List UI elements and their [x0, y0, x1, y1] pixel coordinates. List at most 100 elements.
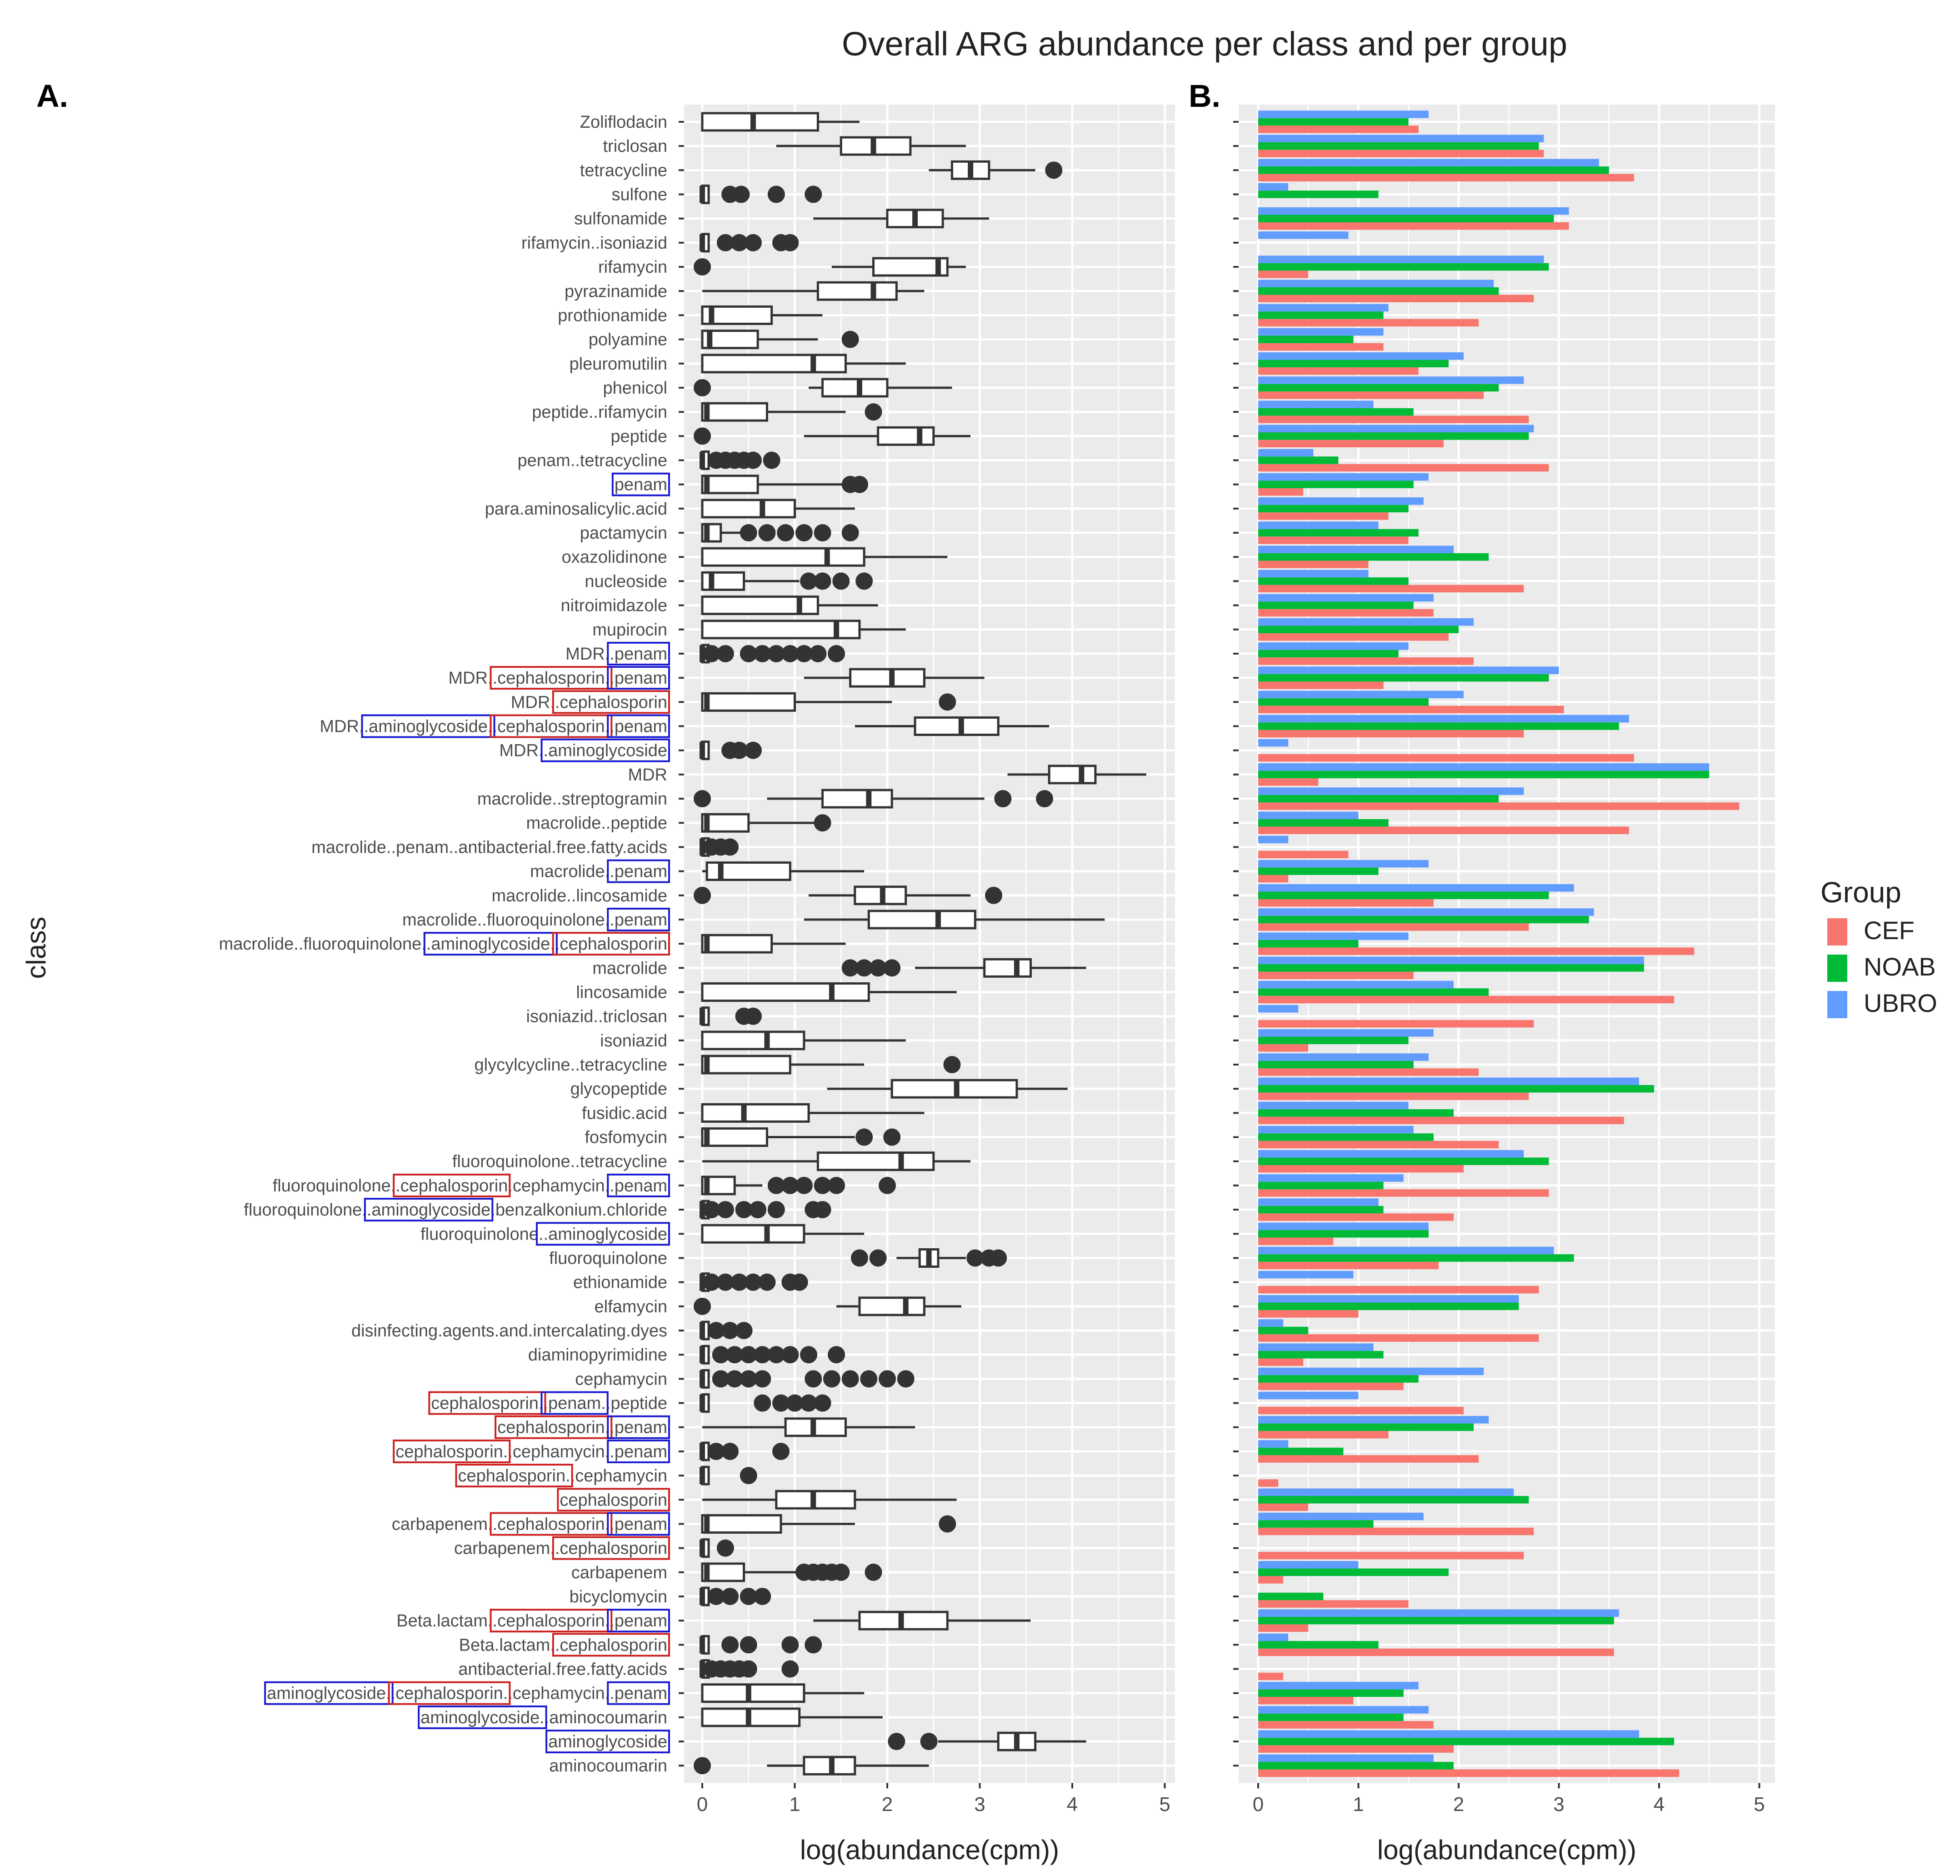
- box-iqr: [816, 1151, 935, 1171]
- bar-NOAB-diaminopyrimidine: [1258, 1351, 1384, 1359]
- class-label: macrolide..fluoroquinolone. .penam: [402, 907, 670, 931]
- box-fusidic.acid: [701, 1103, 925, 1123]
- bar-UBRO-aminocoumarin: [1258, 1754, 1434, 1762]
- panel-a-label: A.: [36, 78, 68, 114]
- class-label: macrolide..peptide: [526, 814, 667, 833]
- outlier-point: [694, 427, 711, 445]
- class-highlight-box: [490, 1609, 613, 1633]
- class-label: MDR. .cephalosporin: [511, 690, 670, 714]
- bar-UBRO-aminoglycoside..cephalosporin..cephamycin..penam: [1258, 1681, 1419, 1690]
- bar-UBRO-fluoroquinolone..tetracycline: [1258, 1150, 1524, 1158]
- bar-UBRO-para.aminosalicylic.acid: [1258, 497, 1424, 505]
- class-label: rifamycin..isoniazid: [521, 234, 667, 253]
- box-fluoroquinolone..aminoglycoside..benzalkonium.chloride: [700, 1200, 831, 1220]
- box-iqr: [701, 1127, 768, 1147]
- class-label-segment: .cephalosporin.: [391, 1684, 508, 1703]
- bar-UBRO-MDR..aminoglycoside: [1258, 739, 1289, 747]
- class-label-segment: Zoliflodacin: [580, 113, 667, 132]
- class-highlight-box: [607, 714, 670, 738]
- class-label: fusidic.acid: [582, 1104, 667, 1123]
- class-label-segment: .cephamycin.: [508, 1176, 610, 1196]
- class-label: cephalosporin. .penam: [495, 1415, 670, 1439]
- bar-CEF-triclosan: [1258, 150, 1544, 157]
- class-label-segment: MDR.: [499, 741, 543, 760]
- bar-CEF-isoniazid: [1258, 1044, 1309, 1052]
- bar-NOAB-rifamycin: [1258, 263, 1549, 271]
- class-label-segment: pleuromutilin: [570, 355, 667, 374]
- class-label-segment: glycopeptide: [570, 1080, 667, 1099]
- box-prothionamide: [701, 305, 823, 325]
- class-label-segment: .penam: [610, 1611, 667, 1631]
- bar-CEF-macrolide..fluoroquinolone..penam: [1258, 923, 1529, 931]
- panelB-x-tick-label: 3: [1553, 1793, 1564, 1816]
- box-fluoroquinolone..tetracycline: [702, 1151, 971, 1171]
- class-label: glycylcycline..tetracycline: [475, 1056, 667, 1075]
- bar-CEF-bicyclomycin: [1258, 1600, 1409, 1608]
- bar-CEF-pactamycin: [1258, 536, 1409, 544]
- outlier-point: [781, 1660, 799, 1678]
- bar-UBRO-cephalosporin..penam..peptide: [1258, 1391, 1359, 1400]
- bar-NOAB-prothionamide: [1258, 311, 1384, 319]
- class-label-segment: macrolide..fluoroquinolone.: [402, 910, 610, 930]
- class-highlight-box: [495, 1415, 613, 1439]
- outlier-point: [883, 959, 901, 977]
- outlier-point: [781, 234, 799, 251]
- box-MDR..aminoglycoside..cephalosporin..penam: [855, 716, 1050, 736]
- box-elfamycin: [694, 1296, 961, 1316]
- class-label-segment: lincosamide: [576, 983, 667, 1002]
- bar-CEF-macrolide..lincosamide: [1258, 899, 1434, 907]
- bar-NOAB-fluoroquinolone..tetracycline: [1258, 1157, 1549, 1165]
- box-antibacterial.free.fatty.acids: [700, 1659, 799, 1679]
- class-label: fluoroquinolone. .cephalosporin .cephamyci…: [273, 1173, 670, 1197]
- bar-UBRO-Beta.lactam..cephalosporin..penam: [1258, 1609, 1619, 1617]
- class-label-segment: peptide: [610, 427, 667, 446]
- box-rifamycin..isoniazid: [700, 233, 799, 253]
- outlier-point: [767, 185, 785, 203]
- bar-CEF-pleuromutilin: [1258, 367, 1419, 375]
- bar-NOAB-cephamycin: [1258, 1375, 1419, 1383]
- bar-NOAB-phenicol: [1258, 384, 1499, 392]
- bar-NOAB-bicyclomycin: [1258, 1592, 1324, 1601]
- bar-NOAB-aminocoumarin: [1258, 1761, 1454, 1770]
- class-label: cephalosporin. .penam. .peptide: [428, 1391, 667, 1415]
- class-label: mupirocin: [592, 620, 667, 640]
- outlier-point: [703, 645, 720, 662]
- class-highlight-box: [364, 1198, 494, 1222]
- bar-UBRO-fluoroquinolone..aminoglycoside..benzalkonium.chloride: [1258, 1198, 1379, 1206]
- class-label: peptide..rifamycin: [532, 403, 667, 422]
- bar-UBRO-oxazolidinone: [1258, 545, 1454, 553]
- class-label: antibacterial.free.fatty.acids: [458, 1660, 667, 1679]
- class-highlight-box: [607, 1415, 670, 1439]
- outlier-point: [721, 1636, 739, 1654]
- box-macrolide..lincosamide: [694, 885, 1003, 905]
- class-label: carbapenem. .cephalosporin: [454, 1536, 670, 1560]
- box-pleuromutilin: [701, 354, 906, 374]
- outlier-point: [990, 1249, 1007, 1267]
- outlier-point: [814, 572, 831, 590]
- box-macrolide..fluoroquinolone..aminoglycoside..cephalosporin: [701, 934, 846, 954]
- box-iqr: [872, 257, 949, 277]
- outlier-point: [869, 959, 887, 977]
- box-iqr: [701, 547, 865, 567]
- box-MDR..cephalosporin..penam: [804, 668, 985, 688]
- bar-CEF-fusidic.acid: [1258, 1116, 1624, 1125]
- outlier-point: [694, 1297, 711, 1315]
- class-label-segment: .cephalosporin: [555, 693, 667, 712]
- bar-NOAB-penam..tetracycline: [1258, 456, 1339, 464]
- panel-a-x-axis-title: log(abundance(cpm)): [800, 1835, 1059, 1865]
- class-label-segment: fusidic.acid: [582, 1104, 667, 1123]
- bar-NOAB-MDR..cephalosporin: [1258, 698, 1429, 706]
- class-highlight-box: [535, 1222, 670, 1246]
- outlier-point: [805, 1636, 822, 1654]
- outlier-point: [726, 1346, 744, 1364]
- box-iqr: [1048, 765, 1097, 785]
- class-label-segment: rifamycin..isoniazid: [521, 234, 667, 253]
- panelA-x-tick-label: 5: [1159, 1793, 1170, 1816]
- bar-CEF-prothionamide: [1258, 319, 1479, 327]
- box-fosfomycin: [701, 1127, 901, 1147]
- box-iqr: [914, 716, 1000, 736]
- panelB-x-tick-label: 5: [1754, 1793, 1765, 1816]
- legend-label: UBRO: [1864, 989, 1937, 1017]
- bar-CEF-aminoglycoside..aminocoumarin: [1258, 1721, 1434, 1729]
- class-label-segment: carbapenem.: [392, 1515, 493, 1534]
